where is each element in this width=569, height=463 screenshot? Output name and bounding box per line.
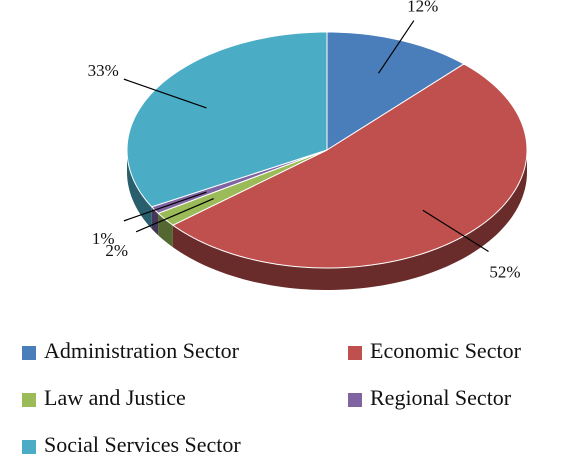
leader-line [135,197,214,233]
legend: Administration Sector Economic Sector Law … [22,338,522,457]
slice-side [172,150,528,290]
legend-label: Social Services Sector [44,432,241,457]
pie-sides [127,150,528,290]
legend-swatch [348,393,362,407]
slice-side [151,206,159,236]
data-label: 2% [105,241,128,260]
data-label: 33% [88,61,119,80]
data-labels: 12% 52% 2%1% 33% [88,0,521,282]
data-label: 1% [92,229,115,248]
leader-line [123,191,207,222]
legend-label: Regional Sector [370,385,512,410]
slice-side [158,213,173,248]
data-label: 12% [407,0,438,15]
leader-line [422,209,489,253]
legend-swatch [348,346,362,360]
pie-tops [126,31,528,269]
slice-side [127,150,152,229]
data-label: 52% [489,263,520,282]
legend-label: Law and Justice [44,385,186,410]
leader-line [378,20,415,74]
legend-swatch [22,346,36,360]
legend-swatch [22,393,36,407]
leader-line [123,78,207,109]
legend-label: Economic Sector [370,338,522,363]
legend-swatch [22,440,36,454]
legend-label: Administration Sector [44,338,240,363]
